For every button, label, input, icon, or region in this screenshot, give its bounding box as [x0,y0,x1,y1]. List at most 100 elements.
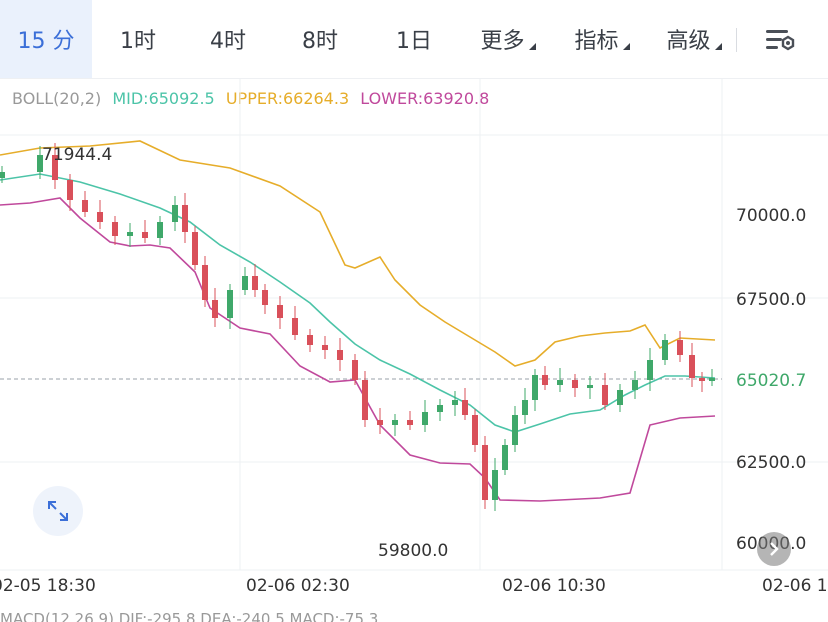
candle-body [0,172,5,178]
boll-legend: BOLL(20,2) MID:65092.5 UPPER:66264.3 LOW… [12,89,495,108]
fullscreen-button[interactable] [33,486,83,536]
candle-body [67,180,73,200]
tab-label: 高级 [666,29,711,54]
tab-1h[interactable]: 1时 [96,0,180,78]
candle-body [202,265,208,300]
tab-15m[interactable]: 15 分 [0,0,92,78]
expand-icon [48,501,68,521]
candle-body [647,360,653,380]
tab-label: 更多 [480,29,525,54]
x-axis-label: 02-06 02:30 [246,576,350,596]
dropdown-triangle-icon [714,42,722,50]
candle-body [492,470,498,500]
dropdown-triangle-icon [622,42,630,50]
dropdown-triangle-icon [528,42,536,50]
tab-label: 1日 [396,29,432,54]
tab-label: 4时 [210,29,246,54]
y-axis-label: 62500.0 [736,453,807,473]
candle-body [212,300,218,318]
candle-body [192,232,198,265]
candle-body [307,335,313,345]
boll-upper: UPPER:66264.3 [225,89,350,108]
y-axis-label: 67500.0 [736,290,807,310]
candle-body [572,380,578,388]
tab-advanced[interactable]: 高级 [652,0,736,78]
boll-lower: LOWER:63920.8 [360,89,490,108]
tab-1d[interactable]: 1日 [372,0,456,78]
chart-settings-icon [766,30,795,51]
candle-body [617,390,623,405]
candle-body [532,375,538,400]
tab-label: 1时 [120,29,156,54]
timeframe-tabbar: 15 分 1时 4时 8时 1日 更多 指标 高级 [0,0,828,79]
candle-body [97,212,103,222]
candle-body [142,232,148,238]
candle-body [662,340,668,360]
tab-label: 15 分 [17,29,75,54]
candle-body [292,318,298,335]
low-price-annotation: 59800.0 [378,541,449,561]
candle-body [557,380,563,385]
candle-body [362,380,368,420]
candle-body [37,155,43,172]
tab-more[interactable]: 更多 [466,0,550,78]
x-axis-label: 02-06 10:30 [502,576,606,596]
candle-body [157,222,163,238]
x-axis-label: 02-05 18:30 [0,576,96,596]
x-axis-label: 02-06 1 [762,576,828,596]
tab-4h[interactable]: 4时 [186,0,270,78]
high-price-annotation: 71944.4 [42,145,113,165]
tab-8h[interactable]: 8时 [278,0,362,78]
boll-lower-line [0,197,716,502]
candle-body [542,375,548,385]
tab-label: 指标 [574,29,619,54]
candle-body [452,400,458,405]
chevron-right-icon [770,542,779,556]
candle-body [502,445,508,470]
candle-body [632,380,638,390]
candle-body [227,290,233,318]
candle-body [462,400,468,415]
candle-body [482,445,488,500]
candle-body [262,290,268,305]
tab-indicators[interactable]: 指标 [560,0,644,78]
candle-body [699,378,705,381]
candle-body [602,385,608,405]
candle-body [422,412,428,425]
candle-body [52,155,58,180]
candle-body [337,350,343,360]
candle-body [392,420,398,425]
candle-body [322,345,328,350]
candle-body [242,276,248,290]
chart-settings-button[interactable] [760,24,800,58]
candle-body [182,205,188,232]
candle-body [522,400,528,415]
tab-divider [736,28,737,52]
candle-body [709,378,715,381]
candle-body [677,340,683,355]
boll-mid: MID:65092.5 [112,89,215,108]
candle-body [112,222,118,236]
y-axis-label: 70000.0 [736,206,807,226]
candle-body [252,276,258,290]
last-price-tag: 65020.7 [724,367,828,395]
candle-body [277,305,283,318]
candle-body [472,415,478,445]
candle-body [437,405,443,412]
candle-body [407,420,413,425]
candles-layer [0,143,715,511]
candle-body [82,200,88,212]
boll-name: BOLL(20,2) [12,89,102,108]
candle-body [377,420,383,425]
tab-label: 8时 [302,29,338,54]
boll-upper-line [0,140,716,367]
candle-body [512,415,518,445]
candle-body [587,385,593,388]
scroll-to-latest-button[interactable] [757,532,791,566]
candlestick-chart[interactable] [0,78,828,622]
candle-body [689,355,695,378]
macd-legend: MACD(12,26,9) DIF:-295.8 DEA:-240.5 MACD… [0,610,379,622]
candle-body [352,360,358,380]
candle-body [172,205,178,222]
candle-body [127,232,133,236]
